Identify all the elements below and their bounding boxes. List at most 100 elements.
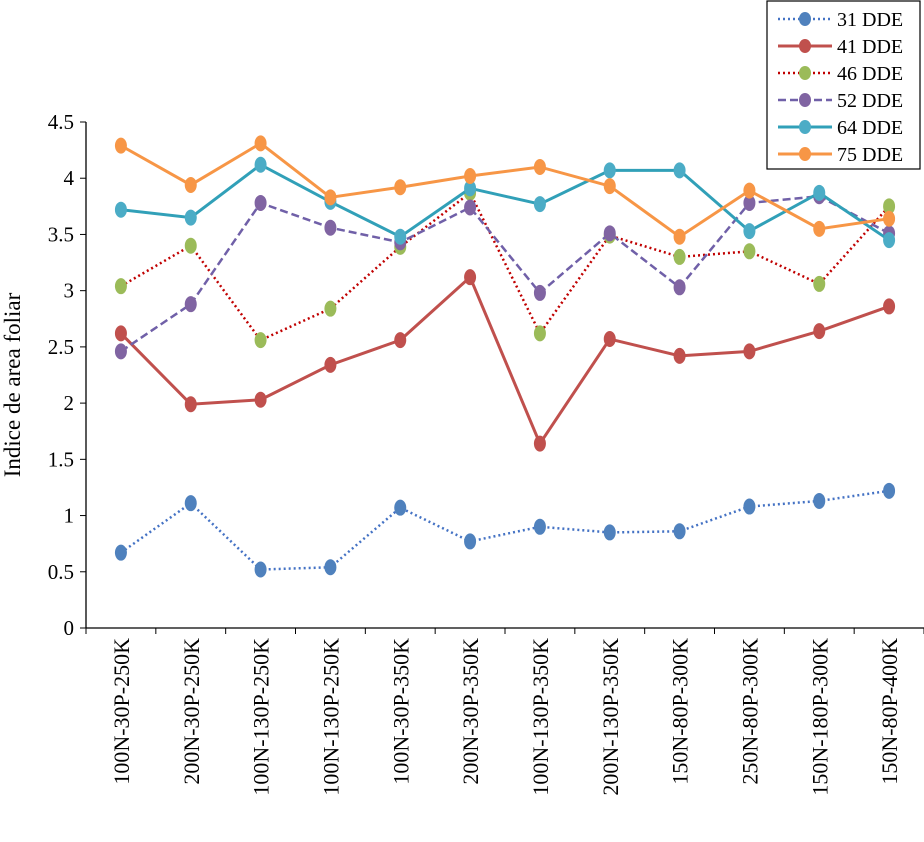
data-point xyxy=(464,533,477,550)
data-point xyxy=(533,325,546,342)
data-point xyxy=(603,178,616,195)
y-axis-label: Indice de area foliar xyxy=(0,292,25,477)
data-point xyxy=(743,498,756,515)
data-point xyxy=(673,162,686,179)
data-point xyxy=(883,198,896,215)
y-tick-label: 2 xyxy=(64,391,75,415)
data-point xyxy=(883,298,896,315)
data-point xyxy=(533,518,546,535)
legend-label: 46 DDE xyxy=(837,63,903,85)
x-tick-label: 100N-130P-350K xyxy=(528,638,553,796)
series-line xyxy=(120,190,891,342)
x-tick-label: 100N-130P-250K xyxy=(318,638,343,796)
data-point xyxy=(114,343,127,360)
data-point xyxy=(254,156,267,173)
data-point xyxy=(743,182,756,199)
data-point xyxy=(394,179,407,196)
legend-marker xyxy=(799,66,811,80)
data-point xyxy=(114,325,127,342)
x-tick-label: 200N-130P-350K xyxy=(598,638,623,796)
series-64-dde xyxy=(114,156,896,249)
data-point xyxy=(743,243,756,260)
data-point xyxy=(254,561,267,578)
data-point xyxy=(533,196,546,213)
x-tick-label: 150N-80P-300K xyxy=(668,638,693,785)
x-tick-label: 150N-80P-400K xyxy=(877,638,902,785)
data-point xyxy=(743,343,756,360)
legend-box xyxy=(766,0,921,170)
series-41-dde xyxy=(114,269,896,452)
x-tick-label: 250N-80P-300K xyxy=(737,638,762,785)
data-point xyxy=(184,176,197,193)
legend-label: 52 DDE xyxy=(837,90,903,112)
data-point xyxy=(394,499,407,516)
data-point xyxy=(743,194,756,211)
series-line xyxy=(120,141,890,239)
data-point xyxy=(114,544,127,561)
data-point xyxy=(883,232,896,249)
data-point xyxy=(533,158,546,175)
data-point xyxy=(184,495,197,512)
data-point xyxy=(603,225,616,242)
data-point xyxy=(254,332,267,349)
data-point xyxy=(114,201,127,218)
legend-marker xyxy=(799,120,811,134)
data-point xyxy=(464,199,477,216)
series-line xyxy=(120,162,890,242)
series-line xyxy=(120,489,890,571)
y-tick-label: 4 xyxy=(64,166,75,190)
data-point xyxy=(394,332,407,349)
legend-label: 31 DDE xyxy=(837,9,903,31)
data-point xyxy=(324,559,337,576)
legend-marker xyxy=(799,12,811,26)
legend-marker xyxy=(799,93,811,107)
legend-label: 75 DDE xyxy=(837,144,903,166)
data-point xyxy=(813,492,826,509)
data-point xyxy=(464,269,477,286)
y-tick-label: 3 xyxy=(64,279,75,303)
legend-label: 64 DDE xyxy=(837,117,903,139)
y-tick-label: 4.5 xyxy=(48,110,74,134)
x-tick-label: 100N-30P-350K xyxy=(388,638,413,785)
data-point xyxy=(673,523,686,540)
data-point xyxy=(533,435,546,452)
y-tick-label: 0.5 xyxy=(48,560,74,584)
data-point xyxy=(254,135,267,152)
series-75-dde xyxy=(114,135,896,245)
series-line xyxy=(120,194,890,353)
data-point xyxy=(813,184,826,201)
data-point xyxy=(184,296,197,313)
x-tick-label: 100N-130P-250K xyxy=(249,638,274,796)
data-point xyxy=(324,356,337,373)
data-point xyxy=(603,331,616,348)
data-point xyxy=(254,194,267,211)
data-point xyxy=(394,228,407,245)
x-tick-label: 200N-30P-250K xyxy=(179,638,204,785)
legend-marker xyxy=(799,39,811,53)
y-tick-label: 1.5 xyxy=(48,447,74,471)
data-point xyxy=(813,220,826,237)
data-point xyxy=(184,209,197,226)
y-tick-label: 3.5 xyxy=(48,222,74,246)
legend-label: 41 DDE xyxy=(837,36,903,58)
data-point xyxy=(184,237,197,254)
series-46-dde xyxy=(114,184,896,349)
x-tick-label: 200N-30P-350K xyxy=(458,638,483,785)
x-tick-label: 100N-30P-250K xyxy=(109,638,134,785)
data-point xyxy=(254,391,267,408)
data-point xyxy=(743,223,756,240)
data-point xyxy=(464,167,477,184)
series-line xyxy=(119,274,890,447)
x-tick-label: 150N-180P-300K xyxy=(807,638,832,796)
data-point xyxy=(673,279,686,296)
y-tick-label: 0 xyxy=(64,616,75,640)
data-point xyxy=(114,137,127,154)
data-point xyxy=(603,524,616,541)
data-point xyxy=(603,162,616,179)
data-point xyxy=(813,275,826,292)
data-point xyxy=(883,482,896,499)
data-point xyxy=(673,248,686,265)
y-tick-label: 1 xyxy=(64,504,75,528)
data-point xyxy=(883,210,896,227)
